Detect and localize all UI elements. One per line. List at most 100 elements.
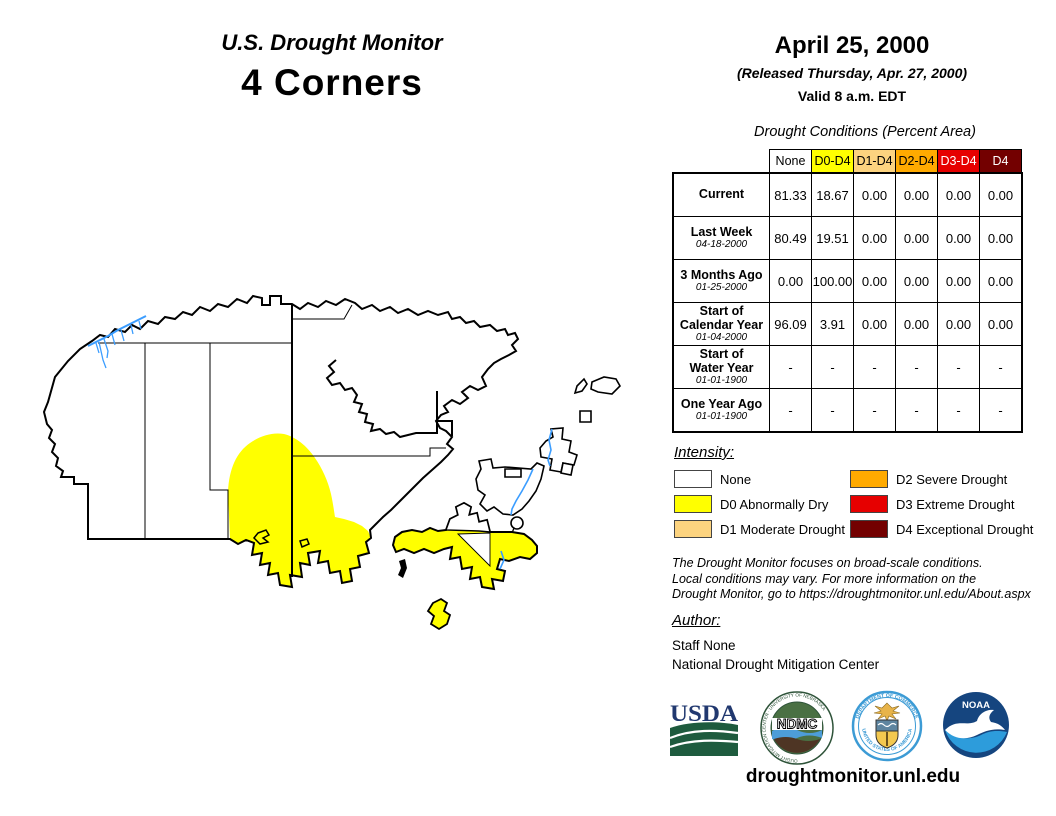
- map-none-wedge: [456, 532, 491, 568]
- legend-item-none: None: [674, 470, 751, 488]
- table-cell: 0.00: [853, 216, 896, 260]
- footer-url: droughtmonitor.unl.edu: [745, 766, 961, 787]
- map-island: [475, 458, 545, 516]
- table-row: Last Week 04-18-2000 80.49 19.51 0.00 0.0…: [672, 216, 1023, 260]
- legend-item-d3: D3 Extreme Drought: [850, 495, 1015, 513]
- row-label-current: Current: [672, 172, 770, 217]
- table-cell: 0.00: [979, 259, 1023, 303]
- col-header-d1d4: D1-D4: [853, 149, 896, 173]
- row-label-start-water-year: Start of Water Year 01-01-1900: [672, 345, 770, 389]
- color-swatch-d1: [674, 520, 712, 538]
- map-boundary-jagged: [325, 359, 438, 439]
- map-island: [539, 427, 578, 473]
- table-cell: 0.00: [937, 259, 980, 303]
- col-header-d3d4: D3-D4: [937, 149, 980, 173]
- col-header-d0d4: D0-D4: [811, 149, 854, 173]
- table-cell: -: [811, 388, 854, 433]
- map-river-northwest: [87, 315, 147, 369]
- map-date: April 25, 2000: [774, 32, 930, 59]
- table-cell: 0.00: [853, 302, 896, 346]
- ndmc-wordmark: NDMC: [777, 717, 818, 732]
- map-inner-blob: [398, 559, 407, 578]
- table-cell: -: [895, 345, 938, 389]
- color-swatch-d4: [850, 520, 888, 538]
- table-cell: 3.91: [811, 302, 854, 346]
- table-cell: 0.00: [937, 302, 980, 346]
- table-cell: 0.00: [979, 302, 1023, 346]
- table-row: Start of Water Year 01-01-1900 - - - - - …: [672, 345, 1023, 389]
- table-cell: -: [853, 345, 896, 389]
- department-of-commerce-logo: DEPARTMENT OF COMMERCE UNITED STATES OF …: [851, 690, 923, 762]
- legend-item-d1: D1 Moderate Drought: [674, 520, 845, 538]
- map-d0-area: [228, 433, 371, 587]
- table-cell: 0.00: [853, 172, 896, 217]
- table-cell: -: [769, 388, 812, 433]
- table-cell: -: [937, 345, 980, 389]
- table-cell: 96.09: [769, 302, 812, 346]
- color-swatch-d2: [850, 470, 888, 488]
- table-cell: 0.00: [937, 216, 980, 260]
- author-name: Staff None: [672, 638, 736, 653]
- map-island: [504, 468, 522, 478]
- map-island: [560, 462, 574, 476]
- legend-item-d2: D2 Severe Drought: [850, 470, 1007, 488]
- table-cell: 0.00: [895, 216, 938, 260]
- noaa-gull: [945, 709, 1005, 739]
- disclaimer-text: The Drought Monitor focuses on broad-sca…: [672, 556, 1031, 601]
- col-header-d2d4: D2-D4: [895, 149, 938, 173]
- table-cell: -: [811, 345, 854, 389]
- noaa-wordmark: NOAA: [962, 700, 990, 711]
- usda-logo: USDA: [669, 702, 738, 756]
- table-cell: 0.00: [769, 259, 812, 303]
- table-cell: 0.00: [895, 172, 938, 217]
- usda-wordmark: USDA: [670, 702, 738, 726]
- table-cell: 100.00: [811, 259, 854, 303]
- legend-item-d4: D4 Exceptional Drought: [850, 520, 1033, 538]
- table-cell: -: [979, 388, 1023, 433]
- table-row: Current 81.33 18.67 0.00 0.00 0.00 0.00: [672, 172, 1023, 217]
- map-island: [510, 516, 524, 530]
- map-rivers-east: [499, 428, 553, 570]
- page-title: U.S. Drought Monitor: [221, 30, 443, 55]
- table-cell: 0.00: [979, 172, 1023, 217]
- drought-table-header: None D0-D4 D1-D4 D2-D4 D3-D4 D4: [769, 149, 1022, 173]
- map-boundary-step: [437, 420, 453, 436]
- intensity-legend: Intensity: None D0 Abnormally Dry D1 Mod…: [672, 444, 1042, 546]
- legend-item-d0: D0 Abnormally Dry: [674, 495, 828, 513]
- map-island: [590, 376, 621, 395]
- row-label-3-months-ago: 3 Months Ago 01-25-2000: [672, 259, 770, 303]
- region-title: 4 Corners: [241, 62, 423, 103]
- drought-map-4-corners: [43, 295, 621, 631]
- release-date: (Released Thursday, Apr. 27, 2000): [736, 65, 968, 81]
- table-cell: 0.00: [853, 259, 896, 303]
- usda-field-shape: [670, 722, 738, 756]
- map-county-line: [292, 447, 446, 457]
- author-organization: National Drought Mitigation Center: [672, 657, 880, 672]
- noaa-logo: NOAA: [943, 692, 1009, 758]
- row-label-start-calendar-year: Start of Calendar Year 01-04-2000: [672, 302, 770, 346]
- table-cell: -: [853, 388, 896, 433]
- doc-shield-top: [875, 719, 899, 732]
- table-cell: 80.49: [769, 216, 812, 260]
- noaa-lower-hemisphere: [945, 730, 1007, 753]
- map-d0-island: [426, 597, 452, 631]
- color-swatch-d3: [850, 495, 888, 513]
- table-cell: 81.33: [769, 172, 812, 217]
- ndmc-logo: NDMC NATIONAL DROUGHT MITIGATION CENTER …: [760, 691, 834, 765]
- table-cell: -: [895, 388, 938, 433]
- color-swatch-none: [674, 470, 712, 488]
- table-cell: 19.51: [811, 216, 854, 260]
- table-cell: -: [979, 345, 1023, 389]
- map-island: [579, 410, 592, 423]
- row-label-one-year-ago: One Year Ago 01-01-1900: [672, 388, 770, 433]
- map-inner-hook: [252, 529, 271, 545]
- legend-title: Intensity:: [674, 444, 735, 461]
- table-cell: 18.67: [811, 172, 854, 217]
- row-label-last-week: Last Week 04-18-2000: [672, 216, 770, 260]
- table-cell: 0.00: [895, 259, 938, 303]
- col-header-none: None: [769, 149, 812, 173]
- drought-table: Current 81.33 18.67 0.00 0.00 0.00 0.00 …: [672, 172, 1023, 433]
- map-islands: [475, 376, 621, 534]
- table-cell: 0.00: [895, 302, 938, 346]
